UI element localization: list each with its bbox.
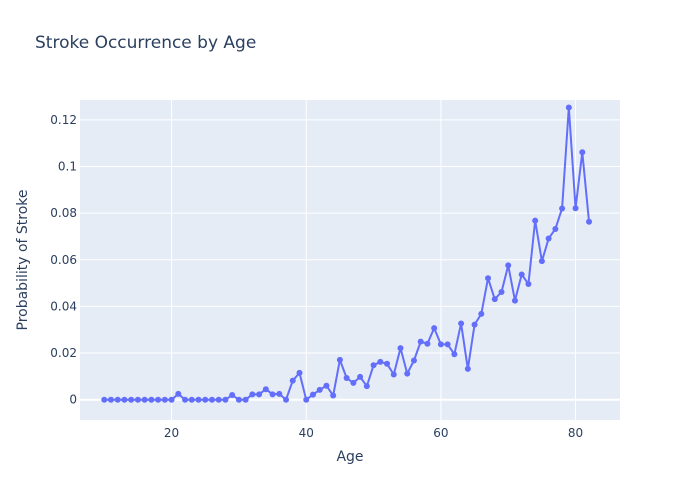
series-points-layer: [101, 104, 593, 403]
data-point[interactable]: [134, 396, 141, 403]
data-point[interactable]: [242, 396, 249, 403]
data-point[interactable]: [357, 373, 364, 380]
data-point[interactable]: [552, 225, 559, 232]
data-point[interactable]: [384, 360, 391, 367]
data-point[interactable]: [188, 396, 195, 403]
data-point[interactable]: [323, 382, 330, 389]
data-point[interactable]: [128, 396, 135, 403]
data-point[interactable]: [229, 392, 236, 399]
data-point[interactable]: [518, 271, 525, 278]
data-point[interactable]: [559, 205, 566, 212]
x-axis-title: Age: [336, 449, 363, 465]
y-tick-label: 0.1: [58, 159, 77, 173]
data-point[interactable]: [283, 396, 290, 403]
data-point[interactable]: [431, 325, 438, 332]
data-point[interactable]: [532, 217, 539, 224]
data-point[interactable]: [424, 340, 431, 347]
data-point[interactable]: [309, 391, 316, 398]
data-point[interactable]: [505, 262, 512, 269]
data-point[interactable]: [404, 370, 411, 377]
data-point[interactable]: [141, 396, 148, 403]
data-point[interactable]: [370, 362, 377, 369]
data-point[interactable]: [316, 386, 323, 393]
data-point[interactable]: [269, 391, 276, 398]
data-point[interactable]: [262, 386, 269, 393]
data-point[interactable]: [148, 396, 155, 403]
tick-labels: 20 40 60 80 0 0.02 0.04 0.06 0.08 0.1 0.12: [50, 113, 583, 440]
data-point[interactable]: [107, 396, 114, 403]
data-point[interactable]: [276, 390, 283, 397]
data-point[interactable]: [350, 379, 357, 386]
data-point[interactable]: [235, 396, 242, 403]
data-point[interactable]: [155, 396, 162, 403]
data-point[interactable]: [437, 341, 444, 348]
data-point[interactable]: [410, 357, 417, 364]
y-tick-label: 0: [69, 393, 77, 407]
x-tick-label: 40: [299, 426, 314, 440]
data-point[interactable]: [121, 396, 128, 403]
data-point[interactable]: [303, 396, 310, 403]
data-point[interactable]: [485, 275, 492, 282]
data-point[interactable]: [343, 375, 350, 382]
data-point[interactable]: [161, 396, 168, 403]
data-point[interactable]: [586, 218, 593, 225]
data-point[interactable]: [545, 235, 552, 242]
data-point[interactable]: [397, 345, 404, 352]
data-point[interactable]: [208, 396, 215, 403]
data-point[interactable]: [458, 320, 465, 327]
data-point[interactable]: [491, 296, 498, 303]
data-point[interactable]: [417, 338, 424, 345]
data-point[interactable]: [195, 396, 202, 403]
data-point[interactable]: [114, 396, 121, 403]
x-tick-label: 60: [433, 426, 448, 440]
data-point[interactable]: [525, 281, 532, 288]
data-point[interactable]: [377, 358, 384, 365]
y-tick-label: 0.12: [50, 113, 77, 127]
data-point[interactable]: [215, 396, 222, 403]
data-point[interactable]: [565, 104, 572, 111]
x-tick-label: 20: [164, 426, 179, 440]
data-point[interactable]: [296, 369, 303, 376]
data-point[interactable]: [249, 391, 256, 398]
data-point[interactable]: [182, 396, 189, 403]
chart-title: Stroke Occurrence by Age: [35, 33, 257, 53]
data-point[interactable]: [478, 310, 485, 317]
data-point[interactable]: [202, 396, 209, 403]
data-point[interactable]: [390, 371, 397, 378]
data-point[interactable]: [451, 351, 458, 358]
data-point[interactable]: [363, 383, 370, 390]
data-point[interactable]: [175, 390, 182, 397]
data-point[interactable]: [168, 396, 175, 403]
data-point[interactable]: [464, 365, 471, 372]
data-point[interactable]: [222, 396, 229, 403]
data-point[interactable]: [444, 341, 451, 348]
data-point[interactable]: [101, 396, 108, 403]
y-tick-label: 0.02: [50, 346, 77, 360]
y-tick-label: 0.08: [50, 206, 77, 220]
y-axis-title: Probability of Stroke: [15, 189, 31, 330]
data-point[interactable]: [538, 258, 545, 265]
data-point[interactable]: [511, 297, 518, 304]
data-point[interactable]: [498, 288, 505, 295]
data-point[interactable]: [579, 149, 586, 156]
data-point[interactable]: [330, 392, 337, 399]
data-point[interactable]: [572, 205, 579, 212]
data-point[interactable]: [256, 391, 263, 398]
y-tick-label: 0.04: [50, 299, 77, 313]
data-point[interactable]: [289, 377, 296, 384]
x-tick-label: 80: [568, 426, 583, 440]
data-point[interactable]: [336, 356, 343, 363]
y-tick-label: 0.06: [50, 253, 77, 267]
data-point[interactable]: [471, 321, 478, 328]
